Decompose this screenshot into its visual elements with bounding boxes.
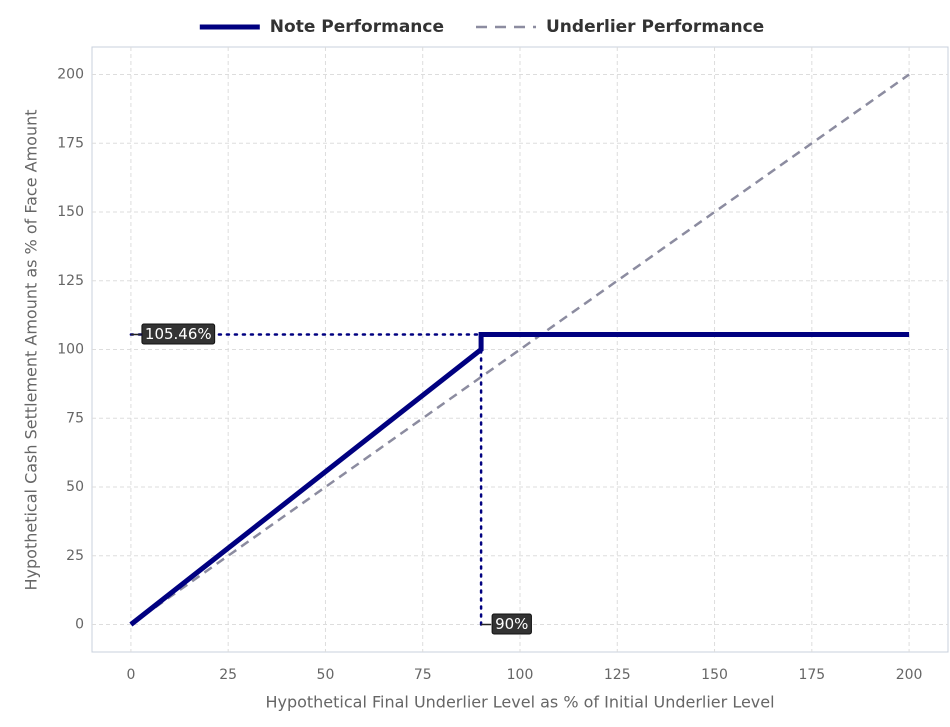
legend: Note Performance Underlier Performance: [199, 17, 764, 37]
series-line: [129, 331, 910, 627]
annotation-box: [141, 323, 216, 345]
x-tick-label: 175: [798, 667, 825, 683]
y-tick-label: 200: [57, 67, 84, 83]
annotation-label: 105.46%: [145, 325, 212, 343]
annotation-box: [491, 613, 532, 635]
legend-label: Note Performance: [270, 17, 444, 37]
x-axis-label: Hypothetical Final Underlier Level as % …: [265, 693, 774, 712]
y-tick-label: 150: [57, 204, 84, 220]
y-tick-label: 100: [57, 342, 84, 358]
annotation: 105.46%: [130, 323, 216, 345]
y-tick-label: 75: [66, 410, 84, 426]
y-tick-label: 25: [66, 548, 84, 564]
series-line: [130, 73, 910, 626]
legend-label: Underlier Performance: [546, 17, 764, 37]
x-tick-label: 25: [219, 667, 237, 683]
x-tick-label: 0: [126, 667, 135, 683]
x-tick-label: 100: [507, 667, 534, 683]
x-tick-label: 150: [701, 667, 728, 683]
y-tick-label: 0: [75, 617, 84, 633]
x-tick-label: 125: [604, 667, 631, 683]
y-tick-label: 125: [57, 273, 84, 289]
x-tick-label: 75: [414, 667, 432, 683]
annotation: 90%: [481, 613, 532, 635]
x-tick-label: 50: [317, 667, 335, 683]
annotation-label: 90%: [495, 615, 528, 633]
y-axis-label: Hypothetical Cash Settlement Amount as %…: [22, 110, 41, 591]
x-tick-label: 200: [896, 667, 923, 683]
y-tick-label: 175: [57, 135, 84, 151]
y-tick-label: 50: [66, 479, 84, 495]
